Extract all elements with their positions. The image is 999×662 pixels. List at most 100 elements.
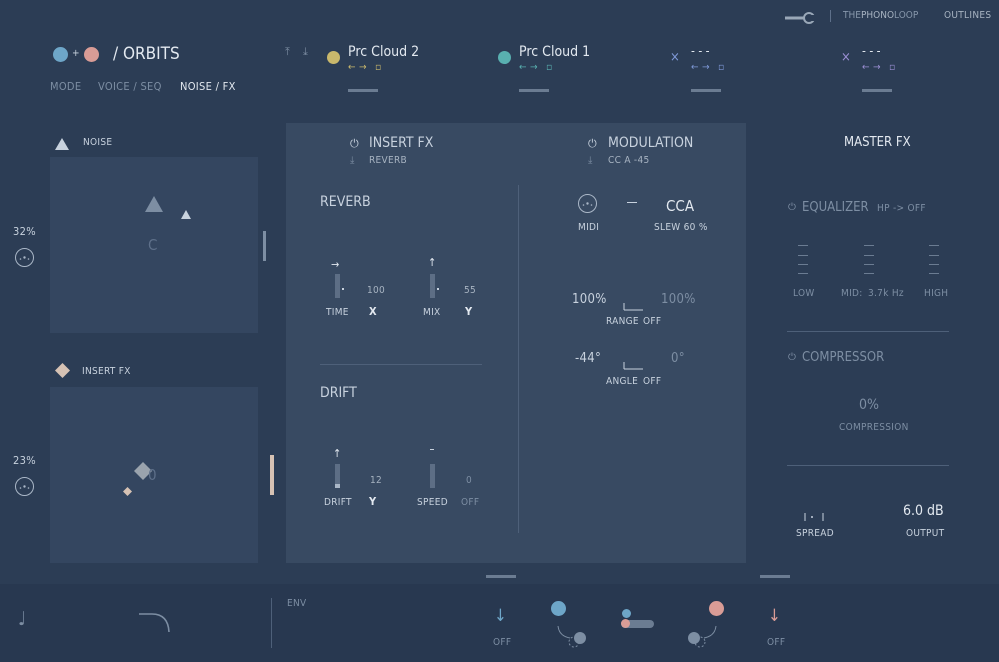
noise-small-triangle-icon[interactable] (181, 204, 191, 223)
insert-note: 0 (148, 466, 157, 484)
insert-fx-download-icon[interactable]: ⤓ (350, 155, 355, 166)
eq-mid-freq[interactable]: 3.7k Hz (868, 288, 904, 299)
pink-orb[interactable] (84, 47, 99, 62)
angle-state[interactable]: OFF (643, 376, 662, 387)
eq-low-bar-2 (798, 255, 808, 256)
modulation-sub[interactable]: CC A -45 (608, 155, 650, 166)
eq-low-label: LOW (793, 288, 815, 299)
eq-low-bar-1 (798, 245, 808, 246)
track-4-line (862, 89, 892, 92)
modulation-title: MODULATION (608, 135, 694, 151)
tab-mode[interactable]: MODE (50, 80, 82, 93)
time-axis[interactable]: X (369, 305, 377, 318)
mix-value: 55 (464, 285, 477, 296)
track-1-box[interactable]: ▫ (375, 62, 382, 73)
noise-pad[interactable]: C (50, 157, 258, 333)
upload-icon[interactable]: ⤒ (285, 45, 290, 58)
orbit-pink-link-icon[interactable] (686, 624, 720, 652)
track-3-x-icon[interactable]: × (670, 50, 680, 65)
wrench-icon[interactable] (785, 9, 816, 24)
hp-label[interactable]: HP -> OFF (877, 203, 926, 214)
noise-big-triangle-icon[interactable] (145, 196, 163, 216)
range-left[interactable]: 100% (572, 292, 607, 307)
note-icon[interactable]: ♩ (18, 608, 27, 630)
drift-axis[interactable]: Y (369, 495, 377, 508)
equalizer-label[interactable]: EQUALIZER (802, 200, 869, 215)
track-1[interactable]: Prc Cloud 2 ← → ▫ (327, 44, 437, 94)
range-state[interactable]: OFF (643, 316, 662, 327)
off-right[interactable]: OFF (767, 637, 786, 648)
envelope-curve-icon[interactable] (138, 611, 172, 637)
mix-axis[interactable]: Y (465, 305, 473, 318)
master-divider-1 (787, 331, 949, 332)
master-divider-2 (787, 465, 949, 466)
compressor-power-icon[interactable]: ⏻ (788, 352, 796, 363)
pink-down-arrow-icon[interactable]: ↓ (768, 606, 781, 626)
tab-voice-seq[interactable]: VOICE / SEQ (98, 80, 162, 93)
track-4-arrows[interactable]: ← → (862, 62, 881, 73)
angle-left[interactable]: -44° (575, 351, 602, 366)
cca-value[interactable]: CCA (666, 197, 695, 215)
master-panel-handle[interactable] (760, 575, 790, 578)
output-value[interactable]: 6.0 dB (903, 503, 944, 519)
off-left[interactable]: OFF (493, 637, 512, 648)
range-right[interactable]: 100% (661, 292, 696, 307)
range-slider-icon[interactable] (622, 296, 643, 311)
track-4-box[interactable]: ▫ (889, 62, 896, 73)
insert-pad[interactable]: 0 (50, 387, 258, 563)
speed-slider[interactable] (430, 464, 435, 488)
track-3-arrows[interactable]: ← → (691, 62, 710, 73)
orbit-blue-link-icon[interactable] (556, 624, 590, 652)
modulation-download-icon[interactable]: ⤓ (588, 155, 593, 166)
drift-slider[interactable] (335, 464, 340, 488)
mix-slider-dot (437, 288, 439, 290)
track-3-box[interactable]: ▫ (718, 62, 725, 73)
track-2-box[interactable]: ▫ (546, 62, 553, 73)
equalizer-power-icon[interactable]: ⏻ (788, 202, 796, 213)
blue-orb[interactable] (53, 47, 68, 62)
eq-high-bar-1 (929, 245, 939, 246)
blue-down-arrow-icon[interactable]: ↓ (494, 606, 507, 626)
brand-outlines[interactable]: OUTLINES (944, 10, 992, 21)
insert-small-diamond-icon[interactable] (123, 481, 132, 500)
orbit-toggle[interactable] (621, 619, 654, 628)
track-4-x-icon[interactable]: × (841, 50, 851, 65)
track-2[interactable]: Prc Cloud 1 ← → ▫ (498, 44, 608, 94)
angle-slider-icon[interactable] (622, 355, 643, 370)
mix-slider[interactable] (430, 274, 435, 298)
time-slider[interactable] (335, 274, 340, 298)
track-4[interactable]: × - - - ← → ▫ (841, 44, 951, 94)
spread-label: SPREAD (796, 528, 834, 539)
insert-level-knob[interactable] (15, 477, 34, 496)
track-3[interactable]: × - - - ← → ▫ (670, 44, 780, 94)
midi-knob[interactable] (578, 194, 597, 213)
center-panel-handle[interactable] (486, 575, 516, 578)
orbit-blue-orb[interactable] (551, 601, 566, 616)
insert-fx-power-icon[interactable]: ⏻ (350, 137, 359, 150)
spread-slider-icon[interactable] (803, 507, 825, 521)
insert-fx-sub[interactable]: REVERB (369, 155, 407, 166)
insert-scroll-handle[interactable] (270, 455, 274, 495)
noise-scroll-handle[interactable] (263, 231, 266, 261)
download-icon[interactable]: ⤓ (303, 45, 308, 58)
noise-level-knob[interactable] (15, 248, 34, 267)
tab-noise-fx[interactable]: NOISE / FX (180, 80, 236, 93)
angle-right[interactable]: 0° (671, 351, 685, 366)
track-1-arrows[interactable]: ← → (348, 62, 367, 73)
drift-title: DRIFT (320, 385, 357, 401)
insert-big-diamond-icon[interactable] (134, 462, 152, 484)
track-2-name: Prc Cloud 1 (519, 44, 591, 60)
noise-percent: 32% (13, 225, 36, 238)
angle-label: ANGLE (606, 376, 639, 387)
slew-label[interactable]: SLEW 60 % (654, 222, 708, 233)
speed-axis[interactable]: OFF (461, 497, 480, 508)
mix-arrow-icon: ↑ (428, 256, 437, 269)
speed-value: 0 (466, 475, 473, 486)
eq-mid-bar-1 (864, 245, 874, 246)
track-2-arrows[interactable]: ← → (519, 62, 538, 73)
compressor-label[interactable]: COMPRESSOR (802, 350, 885, 365)
orbit-pink-orb[interactable] (709, 601, 724, 616)
modulation-power-icon[interactable]: ⏻ (588, 137, 597, 150)
compression-value[interactable]: 0% (859, 397, 879, 413)
drift-value: 12 (370, 475, 383, 486)
